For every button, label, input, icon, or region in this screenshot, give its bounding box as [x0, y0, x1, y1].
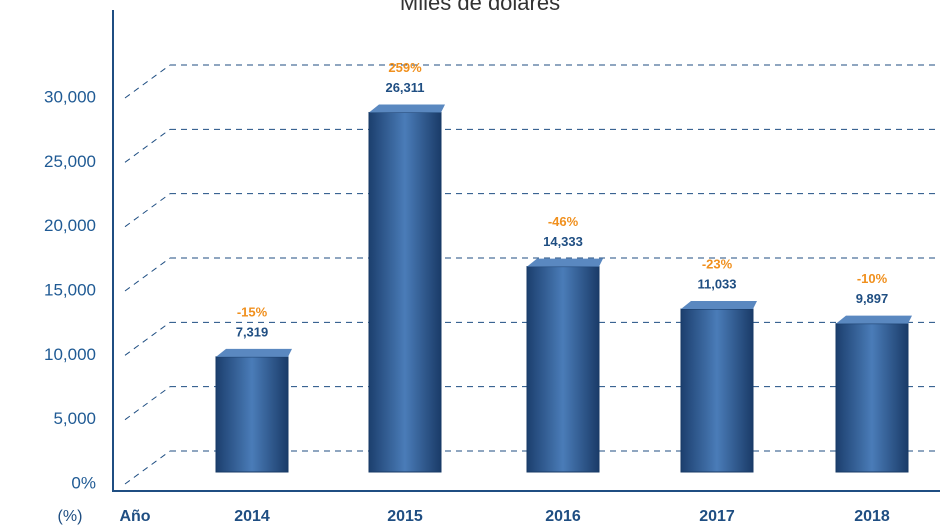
x-axis-label: Año	[119, 508, 150, 525]
change-label: -15%	[237, 304, 268, 319]
x-tick-label: 2015	[387, 508, 423, 525]
value-label: 26,311	[385, 80, 424, 95]
y-tick-label: 15,000	[44, 280, 96, 299]
value-label: 7,319	[236, 324, 269, 339]
bar	[215, 356, 289, 473]
bar-top	[836, 315, 912, 324]
y-tick-label: 25,000	[44, 152, 96, 171]
bar-top	[681, 301, 757, 310]
x-label-left: (%)	[58, 508, 83, 525]
bar-top	[216, 348, 292, 357]
change-label: -46%	[548, 214, 579, 229]
grid-diagonal	[124, 64, 171, 99]
value-label: 14,333	[543, 234, 583, 249]
grid-diagonal	[124, 450, 171, 485]
change-label: -10%	[857, 271, 888, 286]
x-tick-label: 2016	[545, 508, 581, 525]
grid-diagonal	[124, 193, 171, 228]
grid-diagonal	[124, 386, 171, 421]
grid-diagonal	[124, 128, 171, 163]
change-label: 259%	[388, 60, 422, 75]
bar-top	[369, 104, 445, 113]
grid-diagonal	[124, 257, 171, 292]
y-tick-label: 5,000	[53, 409, 96, 428]
y-tick-label: 0%	[71, 473, 96, 492]
y-tick-label: 20,000	[44, 216, 96, 235]
value-label: 9,897	[856, 291, 889, 306]
grid-diagonal	[124, 321, 171, 356]
chart-title: Miles de dólares	[400, 0, 560, 15]
change-label: -23%	[702, 256, 733, 271]
bar	[835, 323, 909, 473]
bar	[368, 111, 442, 473]
x-tick-label: 2014	[234, 508, 270, 525]
x-tick-label: 2017	[699, 508, 735, 525]
y-tick-label: 30,000	[44, 87, 96, 106]
value-label: 11,033	[697, 276, 736, 291]
bar-top	[527, 258, 603, 267]
bar	[526, 266, 600, 473]
bar	[680, 308, 754, 473]
y-tick-label: 10,000	[44, 345, 96, 364]
x-tick-label: 2018	[854, 508, 890, 525]
